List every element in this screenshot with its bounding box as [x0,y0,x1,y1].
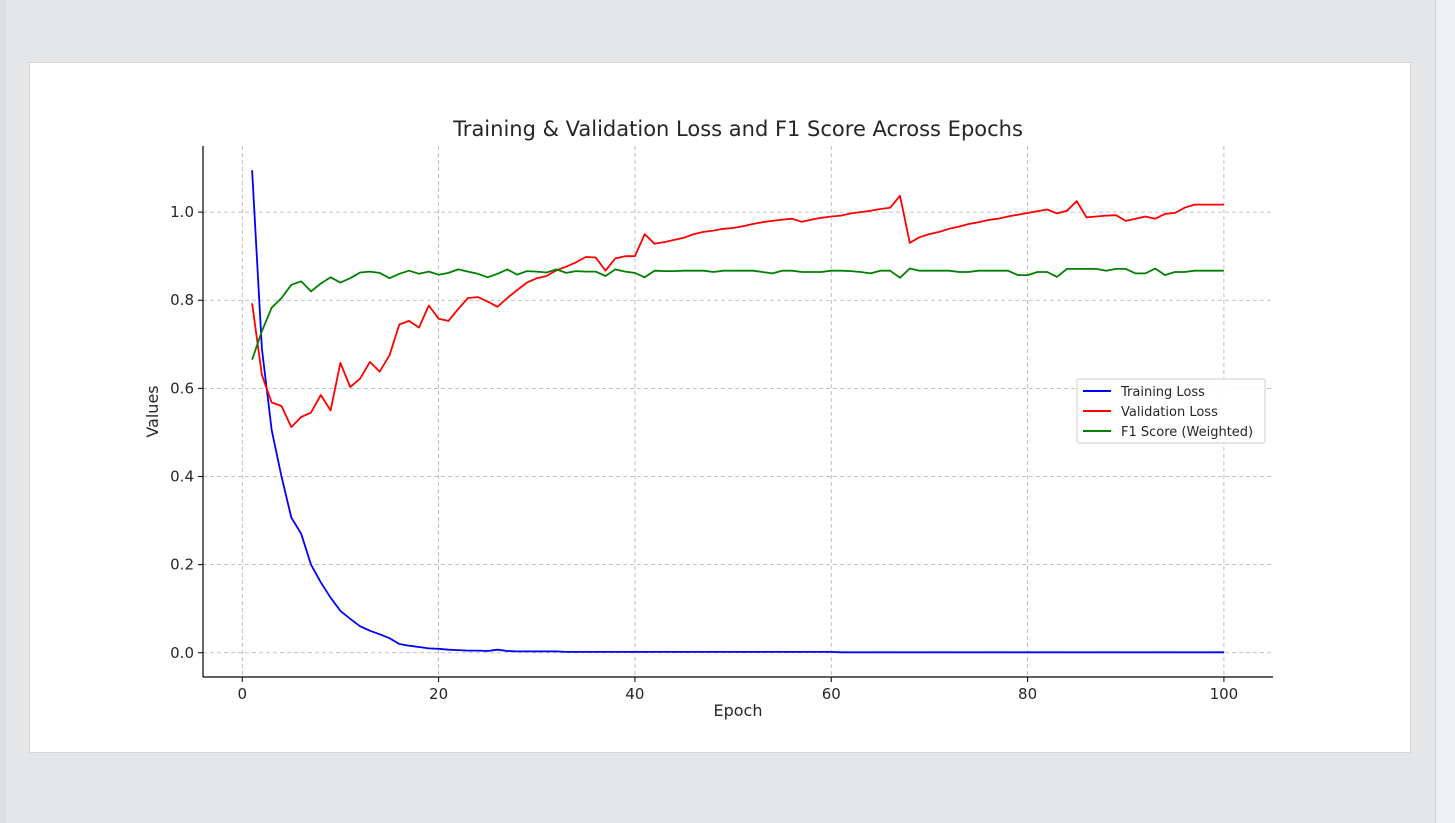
chart-svg: 0 20 40 60 80 100 0.0 0.2 0.4 0.6 0.8 1.0 Training … [143,117,1273,720]
y-tick-label: 0.6 [170,379,194,397]
series-line-validation-loss [251,194,1224,429]
y-axis-label: Values [143,385,162,437]
legend: Training Loss Validation Loss F1 Score (… [1076,378,1266,444]
legend-label-f1-score: F1 Score (Weighted) [1121,425,1253,440]
x-tick-label: 20 [429,685,448,703]
chart-title: Training & Validation Loss and F1 Score … [452,117,1023,141]
series-line-training-loss [251,170,1224,654]
axes [202,146,1273,678]
legend-label-validation-loss: Validation Loss [1121,405,1218,420]
x-tick-label: 60 [822,685,841,703]
x-axis-label: Epoch [714,701,763,720]
x-tick-label: 80 [1018,685,1037,703]
y-tick-label: 1.0 [170,203,194,221]
scrollbar-track[interactable] [1435,0,1455,823]
x-tick-label: 100 [1210,685,1239,703]
series-line-f1-score [251,267,1224,360]
y-tick-label: 0.4 [170,467,194,485]
legend-label-training-loss: Training Loss [1120,385,1205,400]
ticks: 0 20 40 60 80 100 0.0 0.2 0.4 0.6 0.8 1.0 [170,203,1238,703]
y-tick-label: 0.2 [170,556,194,574]
x-tick-label: 0 [237,685,247,703]
legend-box [1076,378,1266,444]
y-tick-label: 0.0 [170,644,194,662]
x-tick-label: 40 [625,685,644,703]
y-tick-label: 0.8 [170,291,194,309]
series-lines [251,170,1224,654]
figure-card: 0 20 40 60 80 100 0.0 0.2 0.4 0.6 0.8 1.0 Training … [29,62,1411,753]
